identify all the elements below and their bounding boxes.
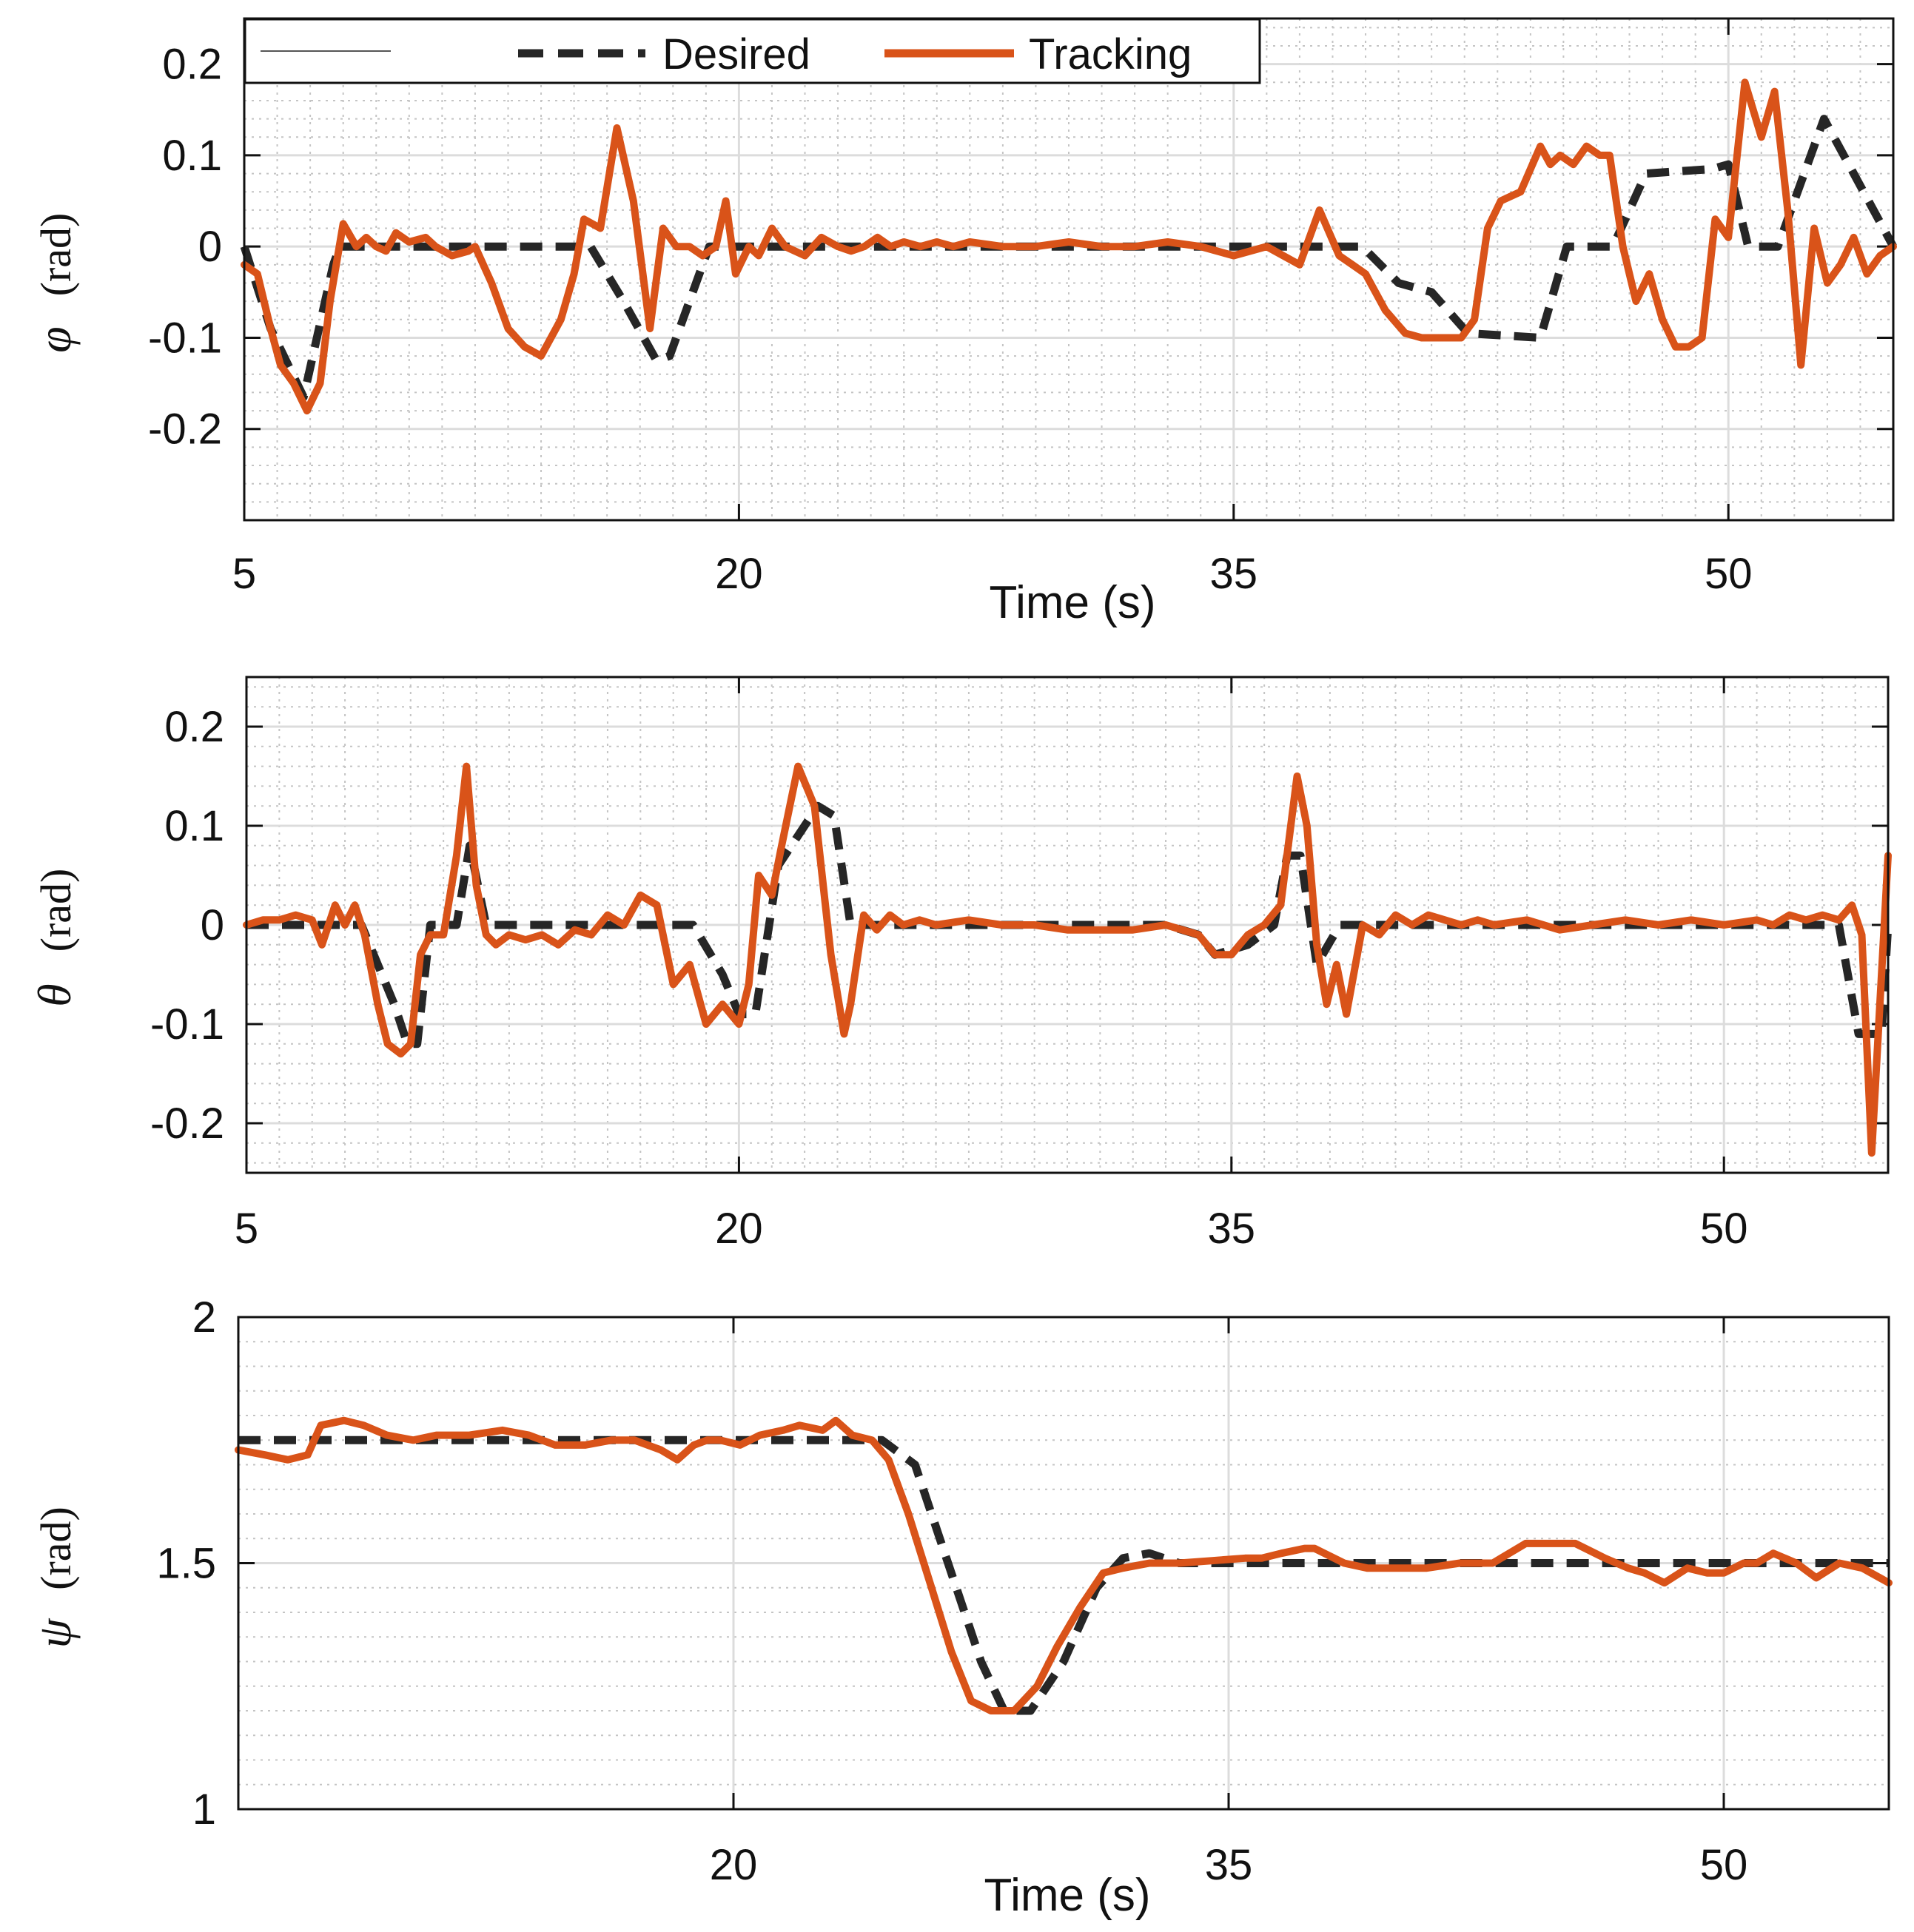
phi-series-tracking bbox=[241, 78, 1897, 415]
theta-xtick-label: 35 bbox=[1208, 1205, 1256, 1253]
psi-xtick-label: 35 bbox=[1205, 1841, 1253, 1889]
phi-ylabel: φ (rad) bbox=[28, 213, 81, 353]
psi-axes-box bbox=[237, 1316, 1890, 1811]
psi-tick-labels: 2 1.5 1 20 35 50 bbox=[156, 1293, 1747, 1889]
phi-grid bbox=[243, 18, 1893, 521]
legend-desired-label: Desired bbox=[662, 30, 810, 78]
psi-xlabel: Time (s) bbox=[984, 1870, 1151, 1921]
psi-series bbox=[235, 1416, 1893, 1715]
phi-xtick-label: 20 bbox=[715, 550, 763, 598]
phi-xtick-label: 35 bbox=[1210, 550, 1258, 598]
psi-ylabel-unit: (rad) bbox=[32, 1507, 80, 1590]
psi-ylabel: ψ (rad) bbox=[28, 1507, 81, 1648]
phi-xtick-label: 5 bbox=[232, 550, 256, 598]
phi-ytick-label: 0.1 bbox=[162, 132, 222, 180]
legend-box bbox=[244, 18, 1261, 84]
theta-tick-labels: 0.2 0.1 0 -0.1 -0.2 5 20 35 50 bbox=[150, 703, 1747, 1253]
phi-ytick-label: 0 bbox=[198, 223, 222, 271]
psi-series-desired bbox=[238, 1435, 1889, 1715]
phi-series bbox=[240, 78, 1897, 415]
theta-ylabel-unit: (rad) bbox=[32, 869, 80, 952]
theta-ytick-label: 0.1 bbox=[164, 802, 224, 850]
psi-ytick-label: 1 bbox=[192, 1785, 216, 1834]
psi-xtick-label: 20 bbox=[710, 1841, 758, 1889]
phi-ylabel-unit: (rad) bbox=[32, 213, 80, 297]
psi-ytick-label: 2 bbox=[192, 1293, 216, 1342]
psi-panel: 2 1.5 1 20 35 50 Time (s) ψ (rad) bbox=[28, 1293, 1893, 1921]
phi-panel: 0.2 0.1 0 -0.1 -0.2 5 20 35 50 Time (s) φ (rad) bbox=[28, 17, 1897, 628]
theta-ylabel: θ (rad) bbox=[28, 869, 81, 1007]
theta-ytick-label: 0 bbox=[201, 901, 224, 949]
theta-ytick-label: 0.2 bbox=[164, 703, 224, 751]
legend-tracking-label: Tracking bbox=[1029, 30, 1192, 78]
phi-ylabel-symbol: φ bbox=[28, 326, 81, 352]
theta-xtick-label: 20 bbox=[715, 1205, 763, 1253]
theta-series bbox=[243, 762, 1893, 1157]
phi-xtick-label: 50 bbox=[1705, 550, 1753, 598]
theta-ytick-label: -0.1 bbox=[150, 1000, 224, 1049]
theta-ytick-label: -0.2 bbox=[150, 1100, 224, 1148]
phi-xlabel: Time (s) bbox=[990, 577, 1156, 628]
phi-ytick-label: -0.2 bbox=[148, 405, 222, 454]
psi-series-tracking bbox=[235, 1416, 1893, 1714]
psi-ylabel-symbol: ψ bbox=[28, 1618, 81, 1648]
theta-series-tracking bbox=[243, 762, 1892, 1157]
theta-axes-box bbox=[245, 676, 1890, 1174]
phi-tick-labels: 0.2 0.1 0 -0.1 -0.2 5 20 35 50 bbox=[148, 41, 1752, 598]
legend: Desired Tracking bbox=[244, 18, 1261, 84]
theta-panel: 0.2 0.1 0 -0.1 -0.2 5 20 35 50 θ (rad) bbox=[28, 676, 1893, 1253]
theta-xtick-label: 50 bbox=[1700, 1205, 1748, 1253]
phi-ytick-label: -0.1 bbox=[148, 314, 222, 362]
theta-xtick-label: 5 bbox=[235, 1205, 258, 1253]
theta-ylabel-symbol: θ bbox=[28, 983, 81, 1006]
psi-xtick-label: 50 bbox=[1700, 1841, 1748, 1889]
phi-ytick-label: 0.2 bbox=[162, 41, 222, 89]
psi-ytick-label: 1.5 bbox=[156, 1540, 216, 1588]
